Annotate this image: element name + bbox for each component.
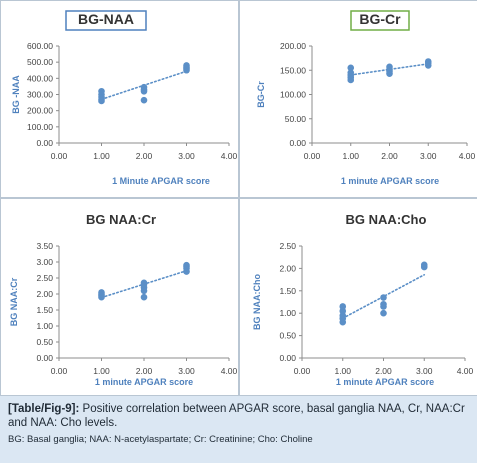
x-tick-label: 3.00 — [178, 366, 195, 376]
y-axis-label: BG-Cr — [256, 81, 266, 108]
x-tick-label: 0.00 — [304, 151, 321, 161]
chart-title-group: BG-Cr — [350, 10, 410, 31]
data-point — [380, 309, 387, 317]
trendline — [349, 63, 430, 76]
y-tick-label: 200.00 — [280, 41, 306, 51]
y-tick-label: 100.00 — [280, 90, 306, 100]
data-point — [140, 293, 148, 301]
scatter-chart-svg: BG-NAA 0.00 100.00 200.00 300.00 400.00 500.00… — [11, 10, 238, 186]
x-tick-label: 4.00 — [221, 151, 238, 161]
y-tick-label: 0.50 — [36, 337, 53, 347]
caption-text: Positive correlation between APGAR score… — [8, 403, 465, 429]
data-point — [339, 303, 347, 310]
chart-title-group: BG NAA:Cho — [346, 212, 427, 227]
y-tick-label: 0.00 — [279, 353, 296, 363]
x-tick-label: 2.00 — [381, 151, 398, 161]
data-point — [140, 279, 148, 287]
y-tick-label: 600.00 — [27, 41, 53, 51]
x-axis-label: 1 minute APGAR score — [95, 377, 193, 387]
data-point — [420, 261, 428, 269]
figure-caption: [Table/Fig-9]: Positive correlation betw… — [0, 396, 477, 463]
x-tick-label: 3.00 — [416, 366, 433, 376]
caption-abbreviations: BG: Basal ganglia; NAA: N-acetylaspartat… — [8, 434, 313, 445]
caption-label: [Table/Fig-9]: — [8, 403, 80, 415]
y-tick-label: 0.00 — [289, 138, 306, 148]
data-point — [380, 300, 387, 308]
y-tick-label: 1.00 — [279, 308, 296, 318]
x-tick-label: 4.00 — [459, 151, 476, 161]
x-tick-label: 1.00 — [93, 366, 110, 376]
data-point — [380, 294, 387, 301]
x-tick-label: 2.00 — [375, 366, 392, 376]
data-point — [98, 87, 105, 95]
x-tick-label: 4.00 — [221, 366, 238, 376]
data-point — [347, 64, 355, 72]
scatter-chart-svg: BG NAA:Cr 0.00 0.50 1.00 1.50 2.00 2.50 3.00 3.5… — [9, 212, 238, 387]
caption-main: [Table/Fig-9]: Positive correlation betw… — [8, 402, 469, 430]
y-tick-label: 300.00 — [27, 90, 53, 100]
x-axis-label: 1 Minute APGAR score — [112, 176, 210, 186]
data-point — [183, 261, 190, 269]
data-point — [98, 289, 105, 296]
y-tick-label: 150.00 — [280, 65, 306, 75]
x-tick-label: 1.00 — [342, 151, 359, 161]
y-tick-label: 2.50 — [279, 241, 296, 251]
scatter-chart-svg: BG NAA:Cho 0.00 0.50 1.00 1.50 2.00 2.50 0.00 1.… — [252, 212, 474, 387]
x-tick-label: 3.00 — [178, 151, 195, 161]
y-tick-label: 0.00 — [36, 138, 53, 148]
scatter-chart-svg: BG-Cr 0.00 50.00 100.00 150.00 200.00 0.00 1.00… — [256, 10, 476, 186]
data-point — [424, 58, 432, 65]
y-axis-label: BG -NAA — [11, 75, 21, 114]
x-axis-label: 1 minute APGAR score — [336, 377, 434, 387]
data-point — [140, 96, 148, 104]
y-tick-label: 2.00 — [279, 263, 296, 273]
x-tick-label: 1.00 — [334, 366, 351, 376]
chart-title-box — [65, 10, 147, 31]
x-axis-label: 1 minute APGAR score — [341, 176, 439, 186]
y-tick-label: 1.00 — [36, 321, 53, 331]
chart-title: BG NAA:Cho — [346, 212, 427, 227]
x-tick-label: 4.00 — [457, 366, 474, 376]
x-tick-label: 2.00 — [136, 151, 153, 161]
y-tick-label: 200.00 — [27, 106, 53, 116]
data-point — [183, 62, 190, 69]
chart-title-box — [350, 10, 410, 31]
y-tick-label: 500.00 — [27, 57, 53, 67]
y-tick-label: 400.00 — [27, 73, 53, 83]
y-tick-label: 0.50 — [279, 331, 296, 341]
chart-title: BG-Cr — [359, 11, 401, 27]
y-tick-label: 1.50 — [279, 286, 296, 296]
y-tick-label: 2.00 — [36, 289, 53, 299]
data-point — [386, 63, 393, 71]
y-tick-label: 0.00 — [36, 353, 53, 363]
chart-title-group: BG NAA:Cr — [86, 212, 156, 227]
x-tick-label: 1.00 — [93, 151, 110, 161]
x-tick-label: 2.00 — [136, 366, 153, 376]
x-tick-label: 0.00 — [51, 366, 68, 376]
chart-panel-bg-naa-cr: BG NAA:Cr 0.00 0.50 1.00 1.50 2.00 2.50 3.00 3.5… — [0, 198, 239, 396]
chart-panel-bg-naa: BG-NAA 0.00 100.00 200.00 300.00 400.00 500.00… — [0, 0, 239, 198]
y-tick-label: 50.00 — [285, 114, 307, 124]
chart-panel-bg-cr: BG-Cr 0.00 50.00 100.00 150.00 200.00 0.00 1.00… — [239, 0, 477, 198]
y-tick-label: 2.50 — [36, 273, 53, 283]
data-point — [140, 83, 148, 91]
chart-title-group: BG-NAA — [65, 10, 147, 31]
data-point — [347, 69, 355, 76]
x-tick-label: 0.00 — [294, 366, 311, 376]
y-axis-label: BG NAA:Cr — [9, 277, 19, 326]
chart-panel-bg-naa-cho: BG NAA:Cho 0.00 0.50 1.00 1.50 2.00 2.50 0.00 1.… — [239, 198, 477, 396]
y-tick-label: 1.50 — [36, 305, 53, 315]
y-tick-label: 100.00 — [27, 122, 53, 132]
y-axis-label: BG NAA:Cho — [252, 274, 262, 330]
y-tick-label: 3.00 — [36, 257, 53, 267]
x-tick-label: 0.00 — [51, 151, 68, 161]
chart-title: BG NAA:Cr — [86, 212, 156, 227]
x-tick-label: 3.00 — [420, 151, 437, 161]
chart-title: BG-NAA — [78, 11, 134, 27]
y-tick-label: 3.50 — [36, 241, 53, 251]
